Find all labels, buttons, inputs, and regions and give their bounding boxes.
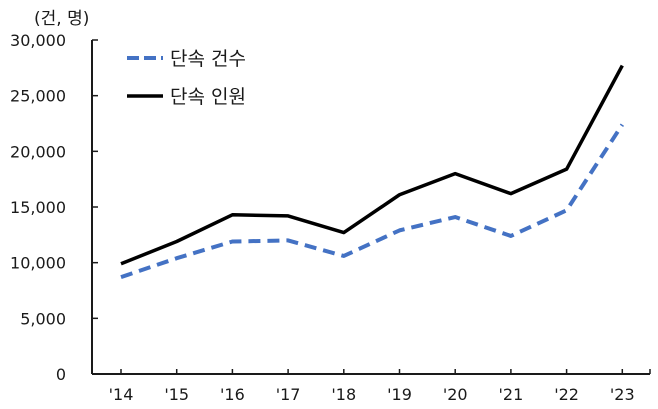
y-tick-label: 25,000	[10, 87, 66, 106]
x-tick-label: '17	[276, 385, 301, 404]
y-tick-label: 10,000	[10, 254, 66, 273]
x-tick-label: '15	[164, 385, 189, 404]
y-tick-label: 20,000	[10, 142, 66, 161]
series-line-1	[120, 123, 624, 280]
x-tick-label: '19	[387, 385, 412, 404]
x-tick-label: '14	[109, 385, 134, 404]
y-tick-label: 30,000	[10, 31, 66, 50]
y-tick-label: 15,000	[10, 198, 66, 217]
legend-label-1: 단속 건수	[170, 48, 246, 70]
x-tick-label: '22	[554, 385, 579, 404]
x-tick-label: '18	[331, 385, 356, 404]
axes: 0 5,000 10,000 15,000 20,000 25,000 30,000 '14 '…	[10, 31, 651, 404]
x-tick-label: '23	[610, 385, 635, 404]
legend-label-2: 단속 인원	[170, 86, 246, 108]
x-tick-label: '16	[220, 385, 245, 404]
y-axis-unit-label: (건, 명)	[34, 9, 90, 29]
y-tick-label: 5,000	[20, 309, 66, 328]
series-line-2	[120, 64, 624, 266]
series-lines	[120, 64, 624, 280]
x-tick-label: '21	[499, 385, 524, 404]
x-tick-label: '20	[443, 385, 468, 404]
y-tick-label: 0	[56, 365, 66, 384]
